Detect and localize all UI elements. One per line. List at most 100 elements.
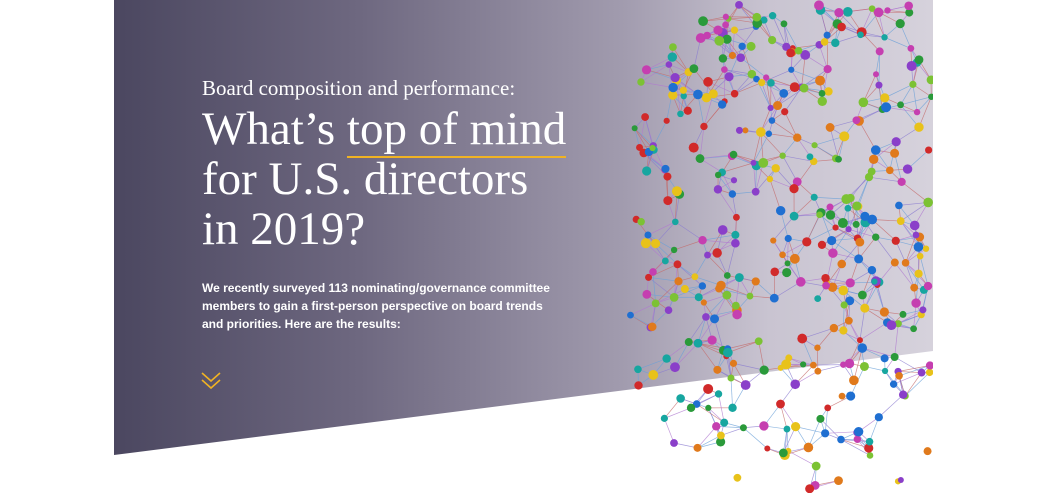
network-link	[784, 111, 798, 138]
network-node	[860, 211, 870, 221]
network-link	[741, 46, 753, 75]
network-node	[844, 358, 855, 369]
network-link	[720, 427, 744, 436]
network-node	[665, 61, 673, 68]
network-link	[884, 36, 912, 49]
network-node	[831, 38, 840, 48]
network-link	[724, 69, 752, 75]
network-link	[693, 37, 702, 69]
scroll-down-button[interactable]	[200, 370, 222, 392]
network-node	[816, 414, 825, 423]
network-node	[663, 172, 672, 181]
network-link	[734, 78, 757, 94]
network-node	[815, 75, 826, 86]
network-link	[904, 372, 922, 397]
network-link	[634, 127, 654, 146]
network-link	[655, 280, 679, 304]
network-node	[731, 230, 740, 239]
network-link	[900, 104, 920, 128]
network-node	[879, 307, 889, 317]
network-node	[849, 375, 859, 386]
network-link	[843, 300, 851, 331]
network-link	[919, 256, 929, 287]
network-node	[824, 404, 832, 412]
network-node	[902, 164, 913, 174]
network-node	[816, 211, 823, 219]
network-node	[693, 339, 703, 348]
network-node	[844, 316, 853, 325]
network-node	[844, 204, 852, 212]
network-node	[899, 310, 907, 318]
network-link	[717, 174, 733, 195]
network-node	[693, 443, 702, 452]
network-node	[751, 187, 760, 196]
network-node	[703, 383, 714, 394]
network-node	[907, 44, 915, 52]
network-link	[696, 403, 725, 423]
network-link	[772, 215, 795, 241]
network-link	[703, 93, 714, 127]
network-link	[782, 155, 798, 182]
network-node	[909, 80, 917, 88]
network-link	[858, 120, 877, 151]
network-node	[636, 143, 644, 151]
network-node	[914, 55, 924, 65]
network-node	[824, 87, 833, 96]
network-node	[779, 251, 786, 259]
network-node	[689, 64, 699, 74]
network-node	[839, 326, 848, 335]
network-node	[704, 251, 711, 259]
network-link	[630, 303, 656, 316]
network-node	[698, 16, 708, 27]
network-node	[793, 133, 802, 142]
network-nodes	[627, 0, 933, 493]
network-node	[811, 142, 818, 149]
network-node	[852, 116, 861, 125]
network-node	[760, 16, 768, 24]
network-link	[782, 254, 802, 283]
network-link	[894, 356, 922, 373]
network-link	[733, 363, 765, 371]
network-link	[893, 372, 922, 385]
network-link	[734, 82, 762, 94]
network-link	[806, 214, 820, 243]
network-node	[727, 374, 735, 382]
network-node	[791, 422, 801, 432]
network-node	[845, 278, 855, 288]
network-node	[768, 36, 777, 45]
network-node	[663, 196, 673, 206]
network-node	[817, 96, 827, 106]
network-link	[795, 426, 826, 434]
network-link	[760, 132, 764, 163]
network-link	[869, 417, 880, 442]
network-node	[829, 323, 839, 333]
network-link	[705, 309, 737, 318]
network-node	[717, 100, 727, 109]
network-link	[673, 442, 698, 449]
network-link	[765, 77, 771, 108]
network-link	[835, 34, 861, 44]
network-node	[783, 425, 791, 433]
network-node	[722, 13, 729, 20]
network-link	[862, 347, 895, 358]
network-node	[925, 361, 933, 370]
network-node	[873, 71, 880, 78]
network-node	[764, 445, 771, 452]
network-node	[786, 48, 796, 58]
network-link	[853, 347, 863, 381]
network-node	[644, 231, 652, 239]
network-node	[686, 403, 696, 413]
network-link	[833, 327, 861, 341]
network-link	[664, 407, 692, 419]
network-node	[792, 177, 802, 187]
network-node	[894, 320, 902, 328]
network-link	[900, 202, 929, 222]
network-node	[886, 320, 897, 331]
network-node	[750, 159, 757, 166]
network-node	[648, 370, 659, 380]
network-link	[707, 81, 735, 94]
network-node	[751, 277, 760, 286]
network-node	[827, 235, 837, 246]
network-link	[697, 318, 715, 344]
network-node	[771, 164, 780, 173]
